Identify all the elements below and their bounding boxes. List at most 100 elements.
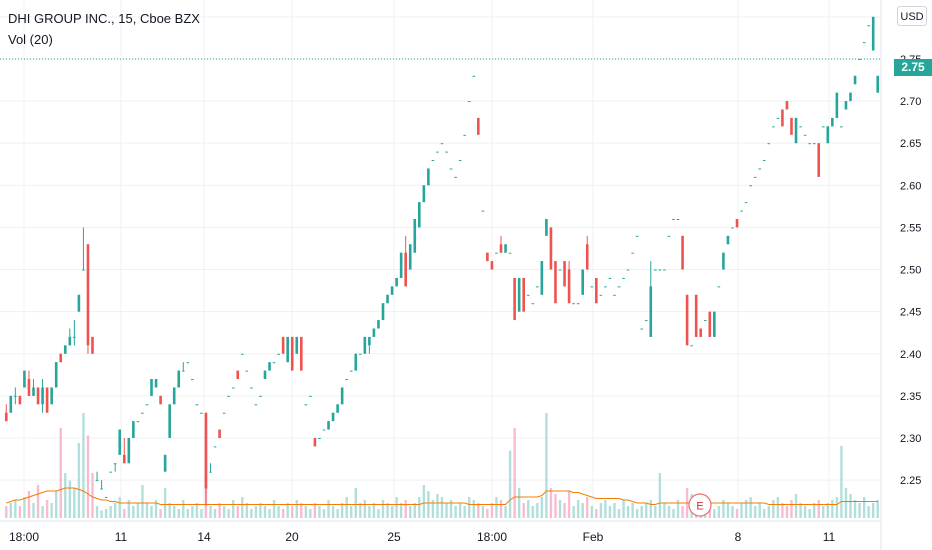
volume-bar [867, 506, 870, 518]
volume-bar [790, 500, 793, 518]
volume-bar [608, 506, 612, 518]
volume-bar [173, 506, 176, 518]
candle-body [427, 168, 430, 186]
volume-bar [327, 500, 330, 518]
volume-bar [463, 506, 466, 518]
volume-indicator-label[interactable]: Vol (20) [8, 32, 53, 47]
volume-bar [731, 506, 734, 518]
candle-body [340, 387, 344, 405]
volume-bar [23, 497, 26, 518]
volume-bar [232, 500, 235, 518]
candle-body [27, 379, 31, 396]
candle-body [821, 126, 825, 128]
volume-bar [862, 497, 866, 518]
x-tick-label: 20 [285, 530, 299, 544]
candle-body [395, 277, 398, 287]
volume-bar [681, 506, 684, 518]
candle-body [240, 353, 244, 355]
candle-body [772, 126, 775, 128]
volume-bar [654, 506, 657, 518]
volume-bar [486, 509, 489, 518]
volume-bar [73, 488, 76, 518]
candle-body [404, 252, 407, 287]
currency-button[interactable]: USD [897, 6, 927, 26]
volume-bar [331, 506, 335, 518]
volume-bar [581, 503, 584, 518]
candle-body [722, 252, 725, 270]
candle-body [41, 387, 44, 405]
volume-bar [440, 497, 444, 518]
volume-bar [799, 503, 802, 518]
y-tick-label: 2.35 [900, 391, 921, 403]
candle-body [726, 235, 730, 245]
volume-bar [177, 509, 180, 518]
volume-bar [540, 497, 544, 518]
volume-bar [477, 503, 480, 518]
volume-bar [150, 506, 153, 518]
candle-body [331, 412, 335, 422]
candle-body [68, 336, 72, 346]
volume-bar [191, 506, 194, 518]
volume-bar [86, 435, 90, 518]
candle-body [127, 437, 131, 464]
candle-body [572, 303, 575, 305]
candle-body [545, 218, 548, 236]
volume-bar [640, 506, 643, 518]
candle-body [495, 252, 498, 254]
volume-bar [50, 503, 53, 518]
volume-bar [318, 506, 321, 518]
candle-body [563, 261, 566, 287]
volume-bar [831, 500, 834, 518]
volume-bar [304, 506, 308, 518]
candle-body [681, 235, 684, 270]
candle-body [59, 353, 63, 363]
volume-bar [409, 506, 412, 518]
candle-body [213, 446, 217, 448]
volume-bar [368, 506, 371, 518]
volume-ma-line [6, 487, 878, 505]
candle-body [622, 277, 625, 279]
candle-body [794, 117, 798, 144]
volume-bar [222, 506, 226, 518]
candle-body [540, 261, 544, 295]
volume-bar [227, 509, 230, 518]
candle-body [467, 101, 471, 103]
volume-bar [268, 509, 271, 518]
candle-body [867, 25, 870, 27]
candle-body [95, 480, 99, 482]
volume-bar [427, 491, 430, 518]
volume-bar [200, 509, 203, 518]
volume-bar [236, 506, 239, 518]
volume-bar [590, 506, 593, 518]
candle-body [309, 395, 312, 397]
volume-bar [826, 503, 830, 518]
candle-body [513, 277, 516, 321]
candle-body [4, 412, 8, 422]
volume-bar [554, 494, 557, 518]
candle-body [762, 160, 766, 162]
volume-bar [808, 509, 811, 518]
candle-body [231, 387, 235, 389]
symbol-title[interactable]: DHI GROUP INC., 15, Cboe BZX [8, 11, 200, 26]
volume-bar [876, 500, 879, 518]
candle-body [263, 370, 267, 380]
volume-bar [871, 503, 875, 518]
volume-bar [132, 506, 135, 518]
volume-bar [377, 509, 380, 518]
candle-body [876, 75, 880, 93]
candle-body [113, 463, 117, 465]
candle-body [445, 151, 448, 153]
candle-body [472, 75, 476, 77]
volume-bar [354, 488, 357, 518]
candle-body [9, 395, 13, 413]
candle-body [399, 252, 403, 278]
volume-bar [749, 497, 752, 518]
candle-body [812, 143, 816, 145]
candle-body [604, 286, 607, 288]
candle-body [186, 362, 190, 364]
earnings-marker[interactable]: E [688, 493, 712, 517]
volume-bar [241, 497, 244, 518]
candle-body [299, 336, 303, 371]
candle-body [871, 16, 875, 51]
